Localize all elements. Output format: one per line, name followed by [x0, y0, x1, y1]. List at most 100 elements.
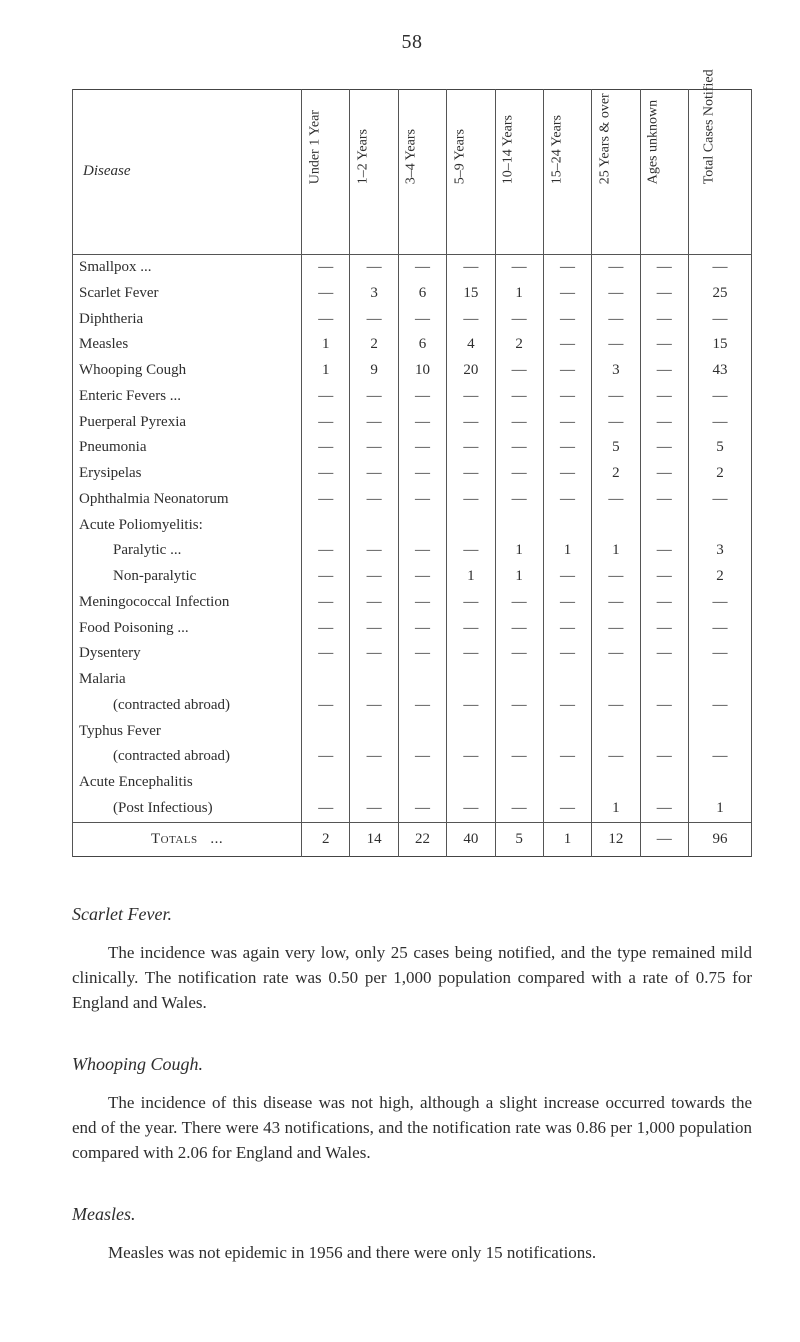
data-cell: [447, 770, 495, 796]
data-cell: [640, 667, 688, 693]
col-header-6: 25 Years & over: [592, 90, 640, 255]
data-cell: —: [640, 641, 688, 667]
data-cell: —: [398, 307, 446, 333]
table-row: Diphtheria—————————: [73, 307, 752, 333]
data-cell: [302, 513, 350, 539]
data-cell: —: [592, 410, 640, 436]
section-body-0: The incidence was again very low, only 2…: [72, 941, 752, 1015]
section-body-2: Measles was not epidemic in 1956 and the…: [72, 1241, 752, 1266]
data-cell: —: [543, 744, 591, 770]
data-cell: —: [688, 487, 751, 513]
data-cell: —: [350, 693, 398, 719]
data-cell: —: [543, 641, 591, 667]
data-cell: —: [640, 255, 688, 281]
data-cell: —: [302, 487, 350, 513]
section-body-1: The incidence of this disease was not hi…: [72, 1091, 752, 1165]
data-cell: —: [398, 410, 446, 436]
totals-label: Totals ...: [73, 822, 302, 857]
disease-name: Ophthalmia Neonatorum: [73, 487, 302, 513]
data-cell: —: [640, 281, 688, 307]
data-cell: —: [302, 744, 350, 770]
data-cell: 1: [302, 332, 350, 358]
data-cell: —: [688, 384, 751, 410]
data-cell: —: [350, 384, 398, 410]
totals-cell: 5: [495, 822, 543, 857]
data-cell: —: [447, 410, 495, 436]
disease-name: Measles: [73, 332, 302, 358]
disease-table: Disease Under 1 Year 1–2 Years 3–4 Years…: [72, 89, 752, 857]
data-cell: —: [543, 307, 591, 333]
data-cell: 1: [495, 564, 543, 590]
section-2: Measles. Measles was not epidemic in 195…: [72, 1201, 752, 1266]
data-cell: [350, 513, 398, 539]
data-cell: —: [302, 435, 350, 461]
data-cell: —: [302, 281, 350, 307]
data-cell: —: [592, 307, 640, 333]
data-cell: [543, 667, 591, 693]
data-cell: [592, 719, 640, 745]
data-cell: —: [447, 796, 495, 822]
data-cell: 1: [592, 538, 640, 564]
data-cell: —: [688, 410, 751, 436]
table-row: Dysentery—————————: [73, 641, 752, 667]
data-cell: —: [495, 641, 543, 667]
data-cell: 5: [592, 435, 640, 461]
table-row: Typhus Fever: [73, 719, 752, 745]
data-cell: —: [447, 641, 495, 667]
data-cell: —: [495, 616, 543, 642]
data-cell: —: [398, 384, 446, 410]
data-cell: —: [592, 641, 640, 667]
data-cell: 6: [398, 332, 446, 358]
data-cell: 5: [688, 435, 751, 461]
disease-name: Acute Encephalitis: [73, 770, 302, 796]
totals-cell: —: [640, 822, 688, 857]
data-cell: —: [350, 641, 398, 667]
data-cell: —: [640, 564, 688, 590]
data-cell: —: [495, 358, 543, 384]
data-cell: —: [688, 590, 751, 616]
disease-name: Erysipelas: [73, 461, 302, 487]
col-header-0: Under 1 Year: [302, 90, 350, 255]
data-cell: —: [302, 410, 350, 436]
data-cell: [398, 719, 446, 745]
data-cell: —: [398, 693, 446, 719]
table-row: (Post Infectious)——————1—1: [73, 796, 752, 822]
data-cell: 15: [447, 281, 495, 307]
totals-cell: 1: [543, 822, 591, 857]
data-cell: —: [592, 384, 640, 410]
data-cell: —: [398, 435, 446, 461]
data-cell: 1: [592, 796, 640, 822]
col-header-7: Ages unknown: [640, 90, 688, 255]
data-cell: [495, 513, 543, 539]
totals-cell: 14: [350, 822, 398, 857]
data-cell: —: [398, 641, 446, 667]
data-cell: 2: [688, 461, 751, 487]
data-cell: [688, 667, 751, 693]
col-header-4: 10–14 Years: [495, 90, 543, 255]
data-cell: 2: [592, 461, 640, 487]
disease-name: Pneumonia: [73, 435, 302, 461]
data-cell: —: [447, 461, 495, 487]
disease-name: Meningococcal Infection: [73, 590, 302, 616]
data-cell: 1: [447, 564, 495, 590]
data-cell: —: [592, 744, 640, 770]
data-cell: —: [543, 564, 591, 590]
table-row: Acute Encephalitis: [73, 770, 752, 796]
data-cell: —: [350, 564, 398, 590]
disease-name: Enteric Fevers ...: [73, 384, 302, 410]
data-cell: —: [592, 281, 640, 307]
data-cell: —: [302, 564, 350, 590]
data-cell: —: [543, 616, 591, 642]
data-cell: [302, 667, 350, 693]
data-cell: —: [688, 616, 751, 642]
data-cell: —: [350, 487, 398, 513]
data-cell: [350, 770, 398, 796]
data-cell: [302, 719, 350, 745]
col-header-1: 1–2 Years: [350, 90, 398, 255]
data-cell: —: [640, 693, 688, 719]
data-cell: [398, 770, 446, 796]
data-cell: —: [350, 461, 398, 487]
data-cell: 6: [398, 281, 446, 307]
data-cell: —: [398, 487, 446, 513]
disease-name: (Post Infectious): [73, 796, 302, 822]
